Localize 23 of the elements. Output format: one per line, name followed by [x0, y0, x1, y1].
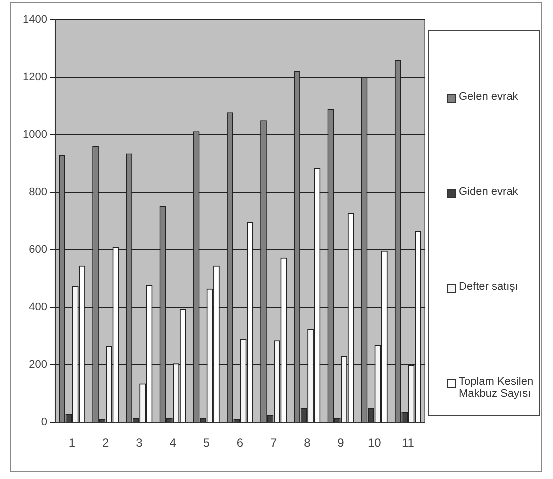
x-tick-label: 2 [102, 436, 110, 450]
y-tick-label: 1200 [22, 72, 48, 84]
y-tick-label: 200 [29, 359, 48, 372]
x-tick-label: 8 [304, 436, 312, 450]
y-tick-label: 400 [29, 302, 48, 314]
legend-label: Giden evrak [459, 186, 518, 198]
y-tick-label: 800 [29, 186, 48, 199]
x-tick-label: 11 [402, 436, 415, 450]
y-tick-label: 600 [29, 244, 48, 256]
x-tick-label: 4 [170, 436, 177, 450]
legend-label: Defter satışı [459, 281, 518, 293]
legend-label: Toplam Kesilen Makbuz Sayısı [459, 376, 535, 400]
legend-label: Gelen evrak [459, 91, 518, 103]
x-tick-label: 1 [68, 436, 76, 450]
y-tick-label: 0 [41, 416, 48, 429]
x-tick-label: 3 [136, 436, 144, 450]
x-tick-label: 5 [203, 436, 210, 450]
x-tick-label: 10 [368, 436, 382, 450]
y-tick-label: 1400 [22, 14, 48, 26]
x-tick-label: 6 [236, 436, 244, 450]
x-tick-label: 9 [338, 436, 345, 450]
y-tick-label: 1000 [22, 129, 48, 142]
x-tick-label: 7 [270, 436, 278, 450]
